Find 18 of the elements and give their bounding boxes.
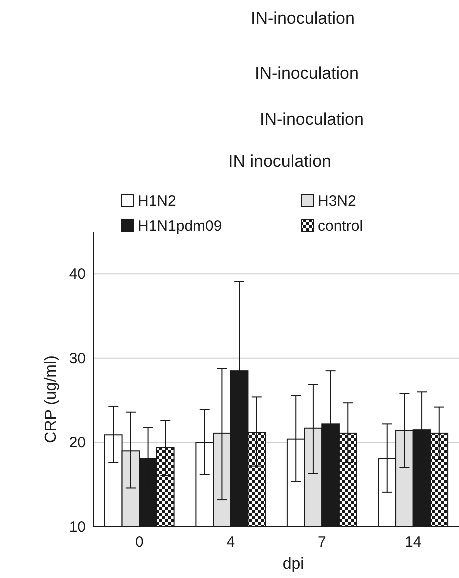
y-tick-label: 10: [69, 519, 86, 536]
y-tick-label: 40: [69, 266, 86, 284]
y-axis-title: CRP (ug/ml): [43, 356, 60, 444]
x-tick-label: 0: [135, 534, 144, 551]
legend-label: control: [318, 218, 364, 235]
legend-label: H1N2: [138, 193, 176, 210]
y-tick-label: 30: [69, 350, 86, 368]
x-tick-label: 14: [405, 534, 422, 551]
text: IN-inoculation: [255, 64, 359, 83]
text: IN-inoculation: [260, 110, 364, 129]
x-axis-title: dpi: [282, 556, 304, 573]
text: IN inoculation: [228, 152, 332, 171]
y-tick-label: 20: [69, 434, 86, 452]
chart-title: IN-inoculation: [251, 9, 355, 28]
x-tick-label: 4: [226, 534, 236, 551]
legend-label: H3N2: [318, 193, 356, 210]
x-tick-label: 7: [318, 534, 326, 551]
legend-label: H1N1pdm09: [138, 218, 222, 235]
